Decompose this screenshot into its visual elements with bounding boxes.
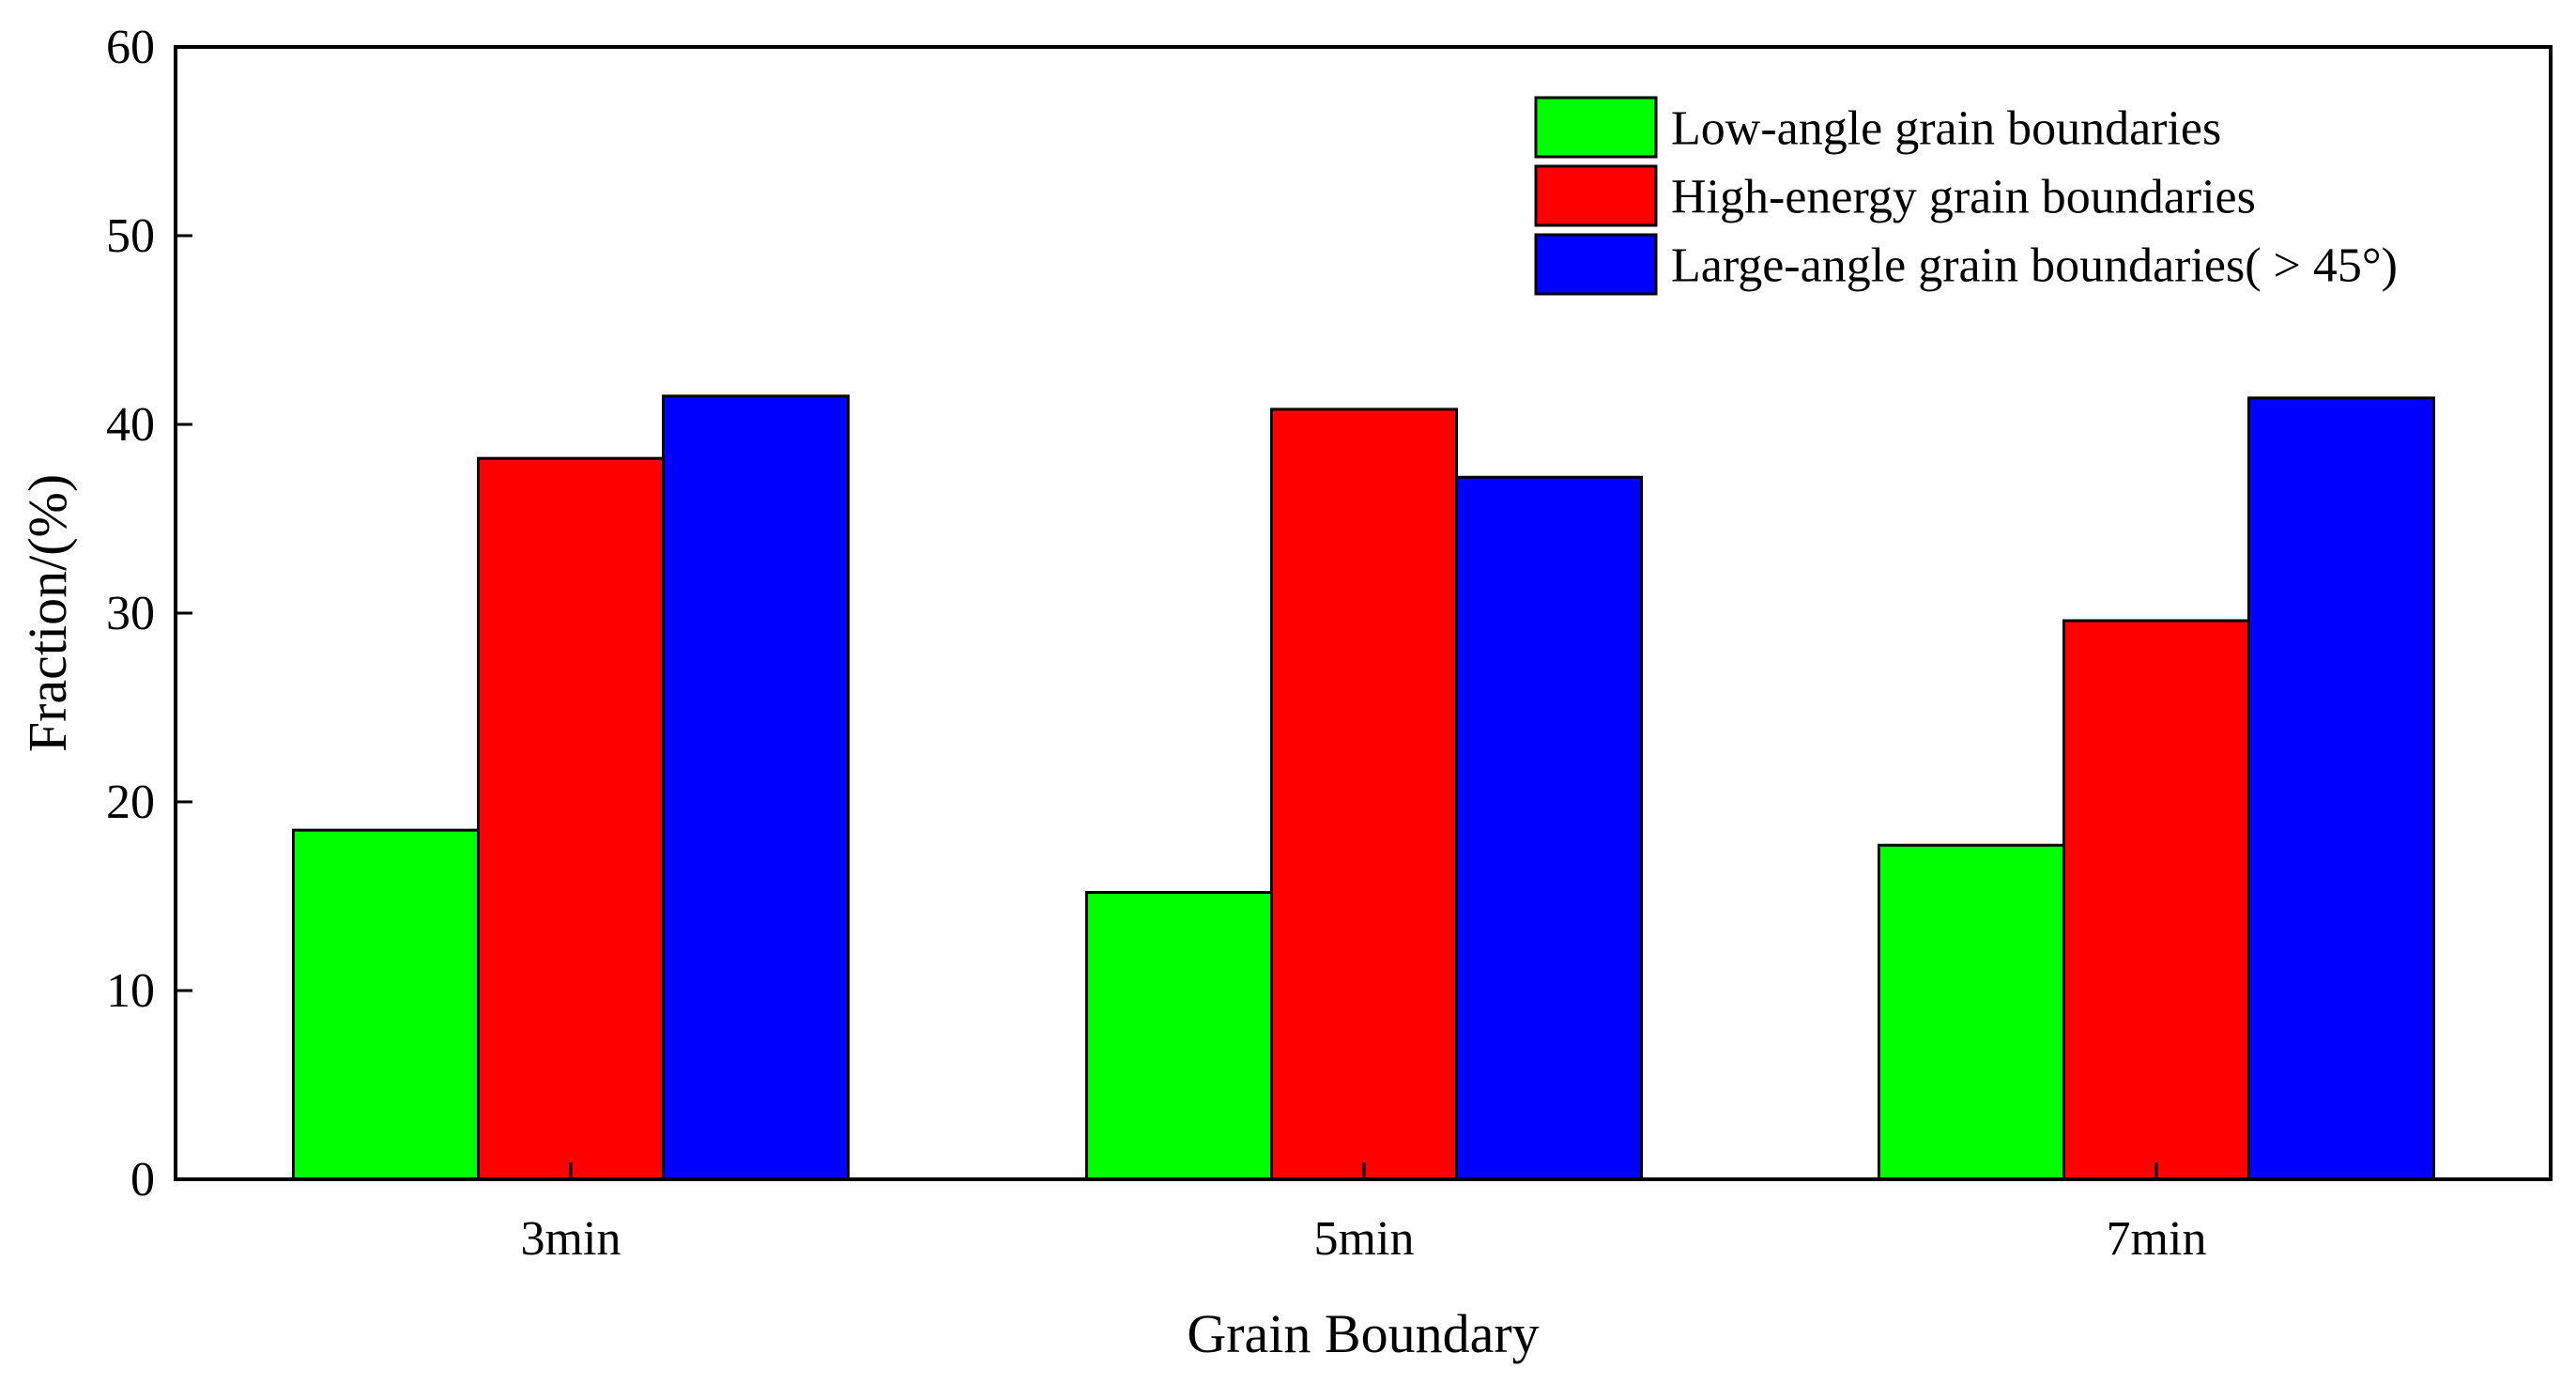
bar-3min-series-2	[477, 456, 665, 1181]
legend-swatch-1	[1534, 96, 1658, 159]
legend-swatch-2	[1534, 164, 1658, 227]
y-tick-label: 20	[106, 776, 155, 829]
bar-5min-series-3	[1455, 475, 1643, 1181]
bar-7min-series-2	[2062, 619, 2250, 1181]
legend-swatch-3	[1534, 233, 1658, 296]
y-tick-label: 30	[106, 587, 155, 640]
bar-3min-series-1	[292, 828, 480, 1181]
y-tick-label: 50	[106, 209, 155, 263]
legend: Low-angle grain boundaries High-energy gr…	[1534, 96, 2398, 296]
legend-label-2: High-energy grain boundaries	[1671, 171, 2256, 224]
bar-7min-series-3	[2247, 396, 2435, 1181]
x-tick-label-5min: 5min	[1314, 1212, 1415, 1266]
x-axis: 3min 5min 7min	[521, 1162, 2207, 1266]
x-tick-label-7min: 7min	[2107, 1212, 2207, 1266]
x-axis-title: Grain Boundary	[1187, 1303, 1539, 1364]
bar-5min-series-2	[1270, 407, 1458, 1181]
y-tick-label: 60	[106, 21, 155, 74]
y-tick-label: 10	[106, 964, 155, 1018]
y-tick-label: 0	[130, 1153, 155, 1207]
y-tick-label: 40	[106, 398, 155, 452]
bar-3min-series-3	[662, 394, 850, 1181]
y-axis-title: Fraction/(%)	[17, 474, 78, 752]
x-tick-label-3min: 3min	[521, 1212, 621, 1266]
bar-7min-series-1	[1878, 843, 2065, 1181]
bar-5min-series-1	[1085, 890, 1273, 1181]
legend-label-3: Large-angle grain boundaries( > 45°)	[1671, 239, 2398, 293]
y-axis: 0 10 20 30 40 50 60	[106, 21, 192, 1207]
legend-label-1: Low-angle grain boundaries	[1671, 102, 2221, 156]
bars-layer	[292, 394, 2435, 1181]
